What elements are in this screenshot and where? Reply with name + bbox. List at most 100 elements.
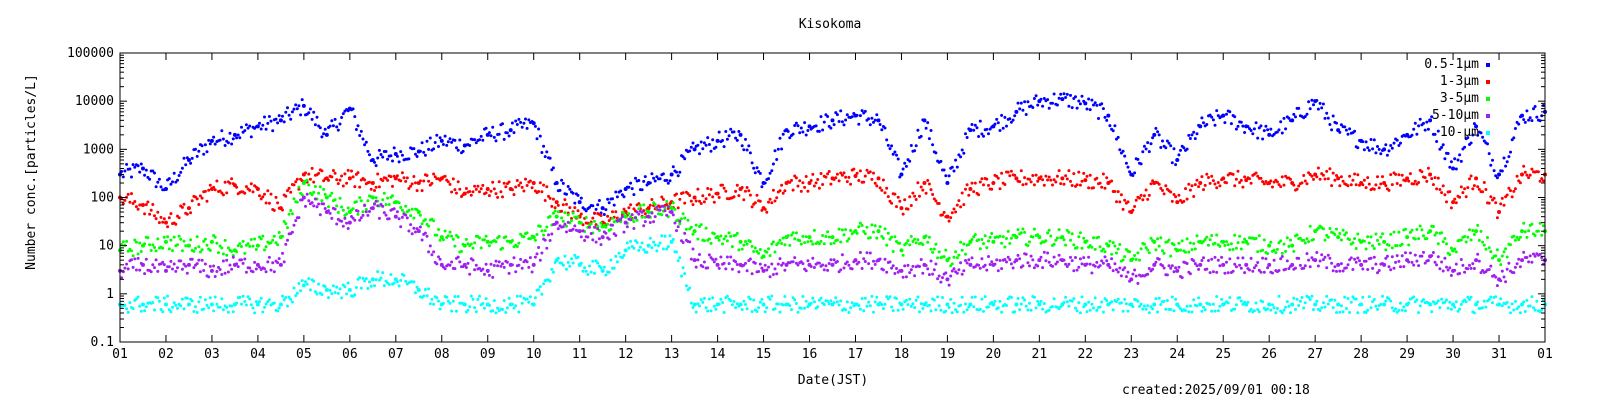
data-point <box>607 219 611 223</box>
data-point <box>1330 128 1334 132</box>
data-point <box>573 253 577 257</box>
data-point <box>829 258 833 262</box>
data-point <box>937 304 941 308</box>
data-point <box>167 247 171 251</box>
data-point <box>1044 174 1048 178</box>
data-point <box>238 242 242 246</box>
data-point <box>1541 224 1545 228</box>
data-point <box>550 267 554 271</box>
data-point <box>676 174 680 178</box>
data-point <box>875 184 879 188</box>
data-point <box>1453 247 1457 251</box>
data-point <box>356 209 360 213</box>
data-point <box>208 296 212 300</box>
data-point <box>1116 190 1120 194</box>
data-point <box>1055 174 1059 178</box>
data-point <box>1257 126 1261 130</box>
data-point <box>240 258 243 262</box>
data-point <box>473 138 477 142</box>
data-point <box>1303 115 1307 118</box>
data-point <box>842 266 846 270</box>
data-point <box>235 136 239 140</box>
data-point <box>712 260 716 264</box>
data-point <box>317 202 321 206</box>
legend-marker <box>1486 114 1490 118</box>
data-point <box>583 266 587 270</box>
data-point <box>1026 244 1030 248</box>
data-point <box>1404 134 1407 138</box>
data-point <box>793 237 797 241</box>
data-point <box>560 209 564 213</box>
data-point <box>154 185 158 189</box>
data-point <box>704 226 708 230</box>
data-point <box>1487 201 1491 205</box>
data-point <box>223 180 227 184</box>
data-point <box>1461 263 1465 267</box>
data-point <box>1221 262 1226 267</box>
data-point <box>274 117 278 121</box>
data-point <box>1192 195 1196 198</box>
data-point <box>151 263 155 267</box>
data-point <box>423 153 427 157</box>
data-point <box>131 307 135 311</box>
data-point <box>379 153 383 156</box>
data-point <box>1316 226 1320 230</box>
data-point <box>1435 231 1439 235</box>
data-point <box>852 167 856 171</box>
data-point <box>130 249 133 253</box>
data-point <box>134 268 138 272</box>
data-point <box>1430 310 1434 314</box>
data-point <box>1136 157 1140 161</box>
data-point <box>729 255 733 259</box>
data-point <box>144 168 148 172</box>
data-point <box>384 213 388 217</box>
data-point <box>635 210 639 214</box>
data-point <box>844 308 848 312</box>
data-point <box>445 295 449 299</box>
data-point <box>632 193 636 197</box>
data-point <box>1335 227 1338 231</box>
data-point <box>1075 246 1079 250</box>
data-point <box>373 160 376 164</box>
data-point <box>1474 176 1479 181</box>
data-point <box>540 151 544 154</box>
data-point <box>1492 169 1496 173</box>
data-point <box>637 179 641 182</box>
data-point <box>658 177 662 181</box>
data-point <box>1385 254 1389 258</box>
data-point <box>688 240 692 244</box>
data-point <box>799 242 803 246</box>
data-point <box>730 267 734 271</box>
data-point <box>489 262 493 266</box>
data-point <box>138 170 142 174</box>
data-point <box>924 301 928 305</box>
data-point <box>1188 188 1192 192</box>
data-point <box>614 254 618 258</box>
data-point <box>952 301 956 305</box>
x-tick-label: 16 <box>802 347 818 362</box>
data-point <box>405 176 409 180</box>
data-point <box>1211 302 1215 306</box>
data-point <box>514 185 518 189</box>
data-point <box>1491 158 1494 162</box>
data-point <box>1423 128 1427 132</box>
data-point <box>1484 188 1488 191</box>
data-point <box>443 134 447 138</box>
data-point <box>130 258 133 262</box>
data-point <box>1303 179 1307 183</box>
data-point <box>364 277 368 281</box>
data-point <box>1400 254 1404 258</box>
data-point <box>157 177 161 181</box>
data-point <box>313 123 317 127</box>
data-point <box>744 137 747 141</box>
data-point <box>197 258 201 262</box>
data-point <box>640 188 644 192</box>
data-point <box>537 190 541 193</box>
data-point <box>588 225 591 229</box>
data-point <box>395 174 399 178</box>
data-point <box>1248 268 1251 272</box>
data-point <box>1169 190 1173 194</box>
data-point <box>584 216 588 219</box>
data-point <box>1054 238 1058 242</box>
data-point <box>307 277 311 281</box>
